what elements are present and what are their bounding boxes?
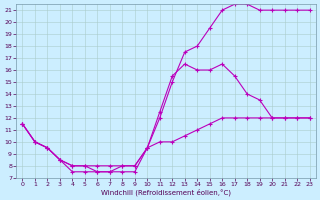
X-axis label: Windchill (Refroidissement éolien,°C): Windchill (Refroidissement éolien,°C) — [101, 188, 231, 196]
